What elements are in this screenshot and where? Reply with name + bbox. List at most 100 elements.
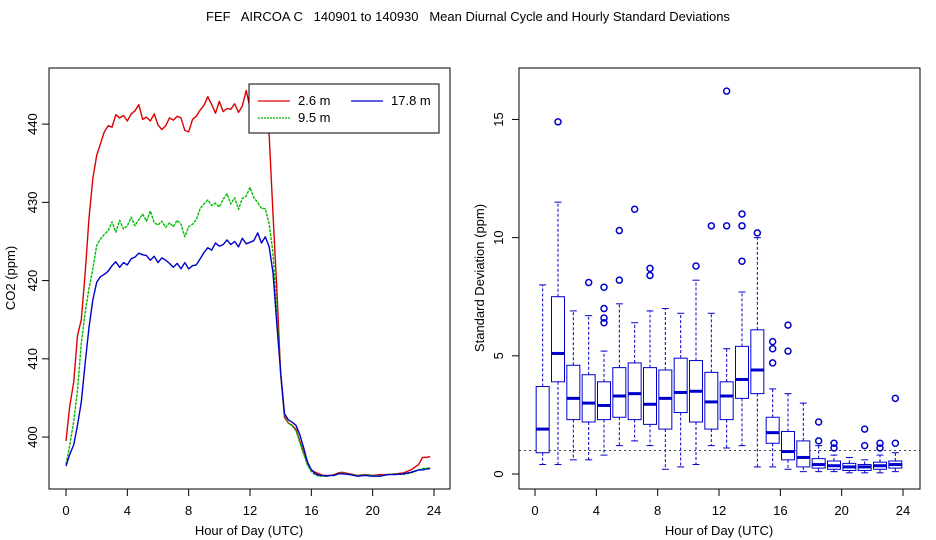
- box-outlier: [615, 276, 624, 284]
- box-outlier: [768, 344, 777, 353]
- right-x-tick-label: 8: [654, 503, 661, 518]
- box-hour: [735, 210, 749, 447]
- right-x-tick-label: 16: [773, 503, 787, 518]
- box-hour: [627, 205, 642, 442]
- legend-label-2-6m: 2.6 m: [298, 93, 331, 108]
- left-x-axis-label: Hour of Day (UTC): [195, 523, 303, 538]
- right-x-axis-label: Hour of Day (UTC): [665, 523, 773, 538]
- left-x-tick-label: 12: [243, 503, 257, 518]
- box-hour: [796, 402, 811, 473]
- figure-title: FEF AIRCOA C 140901 to 140930 Mean Diurn…: [206, 9, 730, 24]
- box-outlier: [722, 87, 731, 95]
- box-hour: [704, 222, 719, 447]
- co2-line-chart: 0 4 8 12 16 20 24 400 410 420 430 440 Hour of Day …: [3, 67, 451, 538]
- box-outlier: [707, 222, 716, 230]
- box-outlier: [814, 418, 823, 426]
- box-outlier: [600, 318, 608, 327]
- legend-box: [248, 83, 440, 134]
- box-outlier: [722, 222, 731, 230]
- left-x-tick-label: 20: [365, 503, 379, 518]
- box-iqr: [719, 381, 734, 421]
- box-hour: [811, 418, 826, 473]
- box-iqr: [566, 364, 581, 421]
- box-hour: [781, 321, 795, 470]
- box-hour: [750, 229, 765, 468]
- left-x-axis: 0 4 8 12 16 20 24: [62, 488, 441, 518]
- box-outlier: [830, 439, 838, 448]
- left-x-tick-label: 4: [124, 503, 131, 518]
- right-y-axis: 0 5 10 15: [491, 112, 520, 478]
- box-hour: [719, 87, 734, 449]
- box-outlier: [784, 347, 792, 355]
- box-outlier: [600, 314, 608, 322]
- box-hour: [827, 439, 841, 473]
- co2-series-9-5-m-line: [65, 186, 431, 477]
- right-plot-frame: [518, 67, 921, 490]
- box-outlier: [600, 304, 608, 313]
- box-outlier: [615, 226, 624, 235]
- box-iqr: [796, 440, 811, 468]
- stddev-box-chart: 0 4 8 12 16 20 24 0 5 10 15 Hour of Day (UTC) Sta…: [472, 67, 921, 538]
- box-iqr: [750, 329, 765, 395]
- box-outlier: [860, 441, 869, 450]
- box-outlier: [768, 359, 777, 367]
- box-outlier: [814, 437, 823, 445]
- box-iqr: [673, 357, 688, 414]
- right-y-tick-label: 15: [491, 112, 506, 126]
- legend-label-9-5m: 9.5 m: [298, 110, 331, 125]
- box-iqr: [735, 345, 749, 399]
- left-y-tick-label: 430: [25, 192, 40, 214]
- box-outlier: [860, 425, 869, 433]
- box-outlier: [554, 118, 562, 126]
- box-iqr: [627, 362, 642, 421]
- right-x-tick-label: 12: [712, 503, 726, 518]
- box-outlier: [646, 271, 654, 280]
- box-hour: [842, 456, 857, 474]
- box-outlier: [630, 205, 639, 214]
- box-outlier: [891, 394, 900, 403]
- box-outlier: [768, 337, 777, 346]
- left-y-tick-label: 420: [25, 270, 40, 292]
- box-iqr: [781, 430, 795, 461]
- box-outlier: [738, 210, 746, 218]
- box-iqr: [535, 386, 550, 454]
- box-outlier: [830, 444, 838, 452]
- box-outlier: [784, 321, 792, 329]
- box-iqr: [597, 381, 611, 421]
- right-y-axis-label: Standard Deviation (ppm): [472, 204, 487, 352]
- box-iqr: [643, 367, 657, 425]
- box-iqr: [765, 416, 780, 444]
- right-y-tick-label: 5: [491, 352, 506, 359]
- box-hour: [673, 312, 688, 468]
- left-y-axis: 400 410 420 430 440: [25, 113, 50, 448]
- right-y-tick-label: 0: [491, 470, 506, 477]
- box-iqr: [581, 374, 596, 423]
- box-hour: [643, 264, 657, 447]
- box-hour: [581, 278, 596, 461]
- box-hour: [612, 226, 627, 447]
- box-iqr: [551, 296, 565, 383]
- co2-series-group: [65, 89, 431, 477]
- box-outlier: [600, 283, 608, 292]
- right-x-tick-label: 20: [834, 503, 848, 518]
- box-iqr: [612, 367, 627, 418]
- legend: 2.6 m 9.5 m 17.8 m: [248, 83, 440, 134]
- box-hour: [658, 308, 673, 470]
- box-hour: [888, 394, 903, 473]
- left-y-tick-label: 400: [25, 426, 40, 448]
- box-outlier: [891, 439, 900, 448]
- left-x-tick-label: 0: [62, 503, 69, 518]
- box-hour: [873, 439, 887, 474]
- right-x-tick-label: 24: [896, 503, 910, 518]
- box-outlier: [876, 444, 884, 452]
- left-y-tick-label: 440: [25, 113, 40, 135]
- box-outlier: [692, 262, 700, 270]
- co2-series-17-8-m-line: [65, 232, 431, 477]
- left-x-tick-label: 8: [185, 503, 192, 518]
- left-y-tick-label: 410: [25, 348, 40, 370]
- co2-series-2-6-m-line: [65, 89, 431, 477]
- box-outlier: [738, 257, 746, 266]
- box-outlier: [584, 278, 593, 287]
- right-x-axis: 0 4 8 12 16 20 24: [531, 488, 910, 518]
